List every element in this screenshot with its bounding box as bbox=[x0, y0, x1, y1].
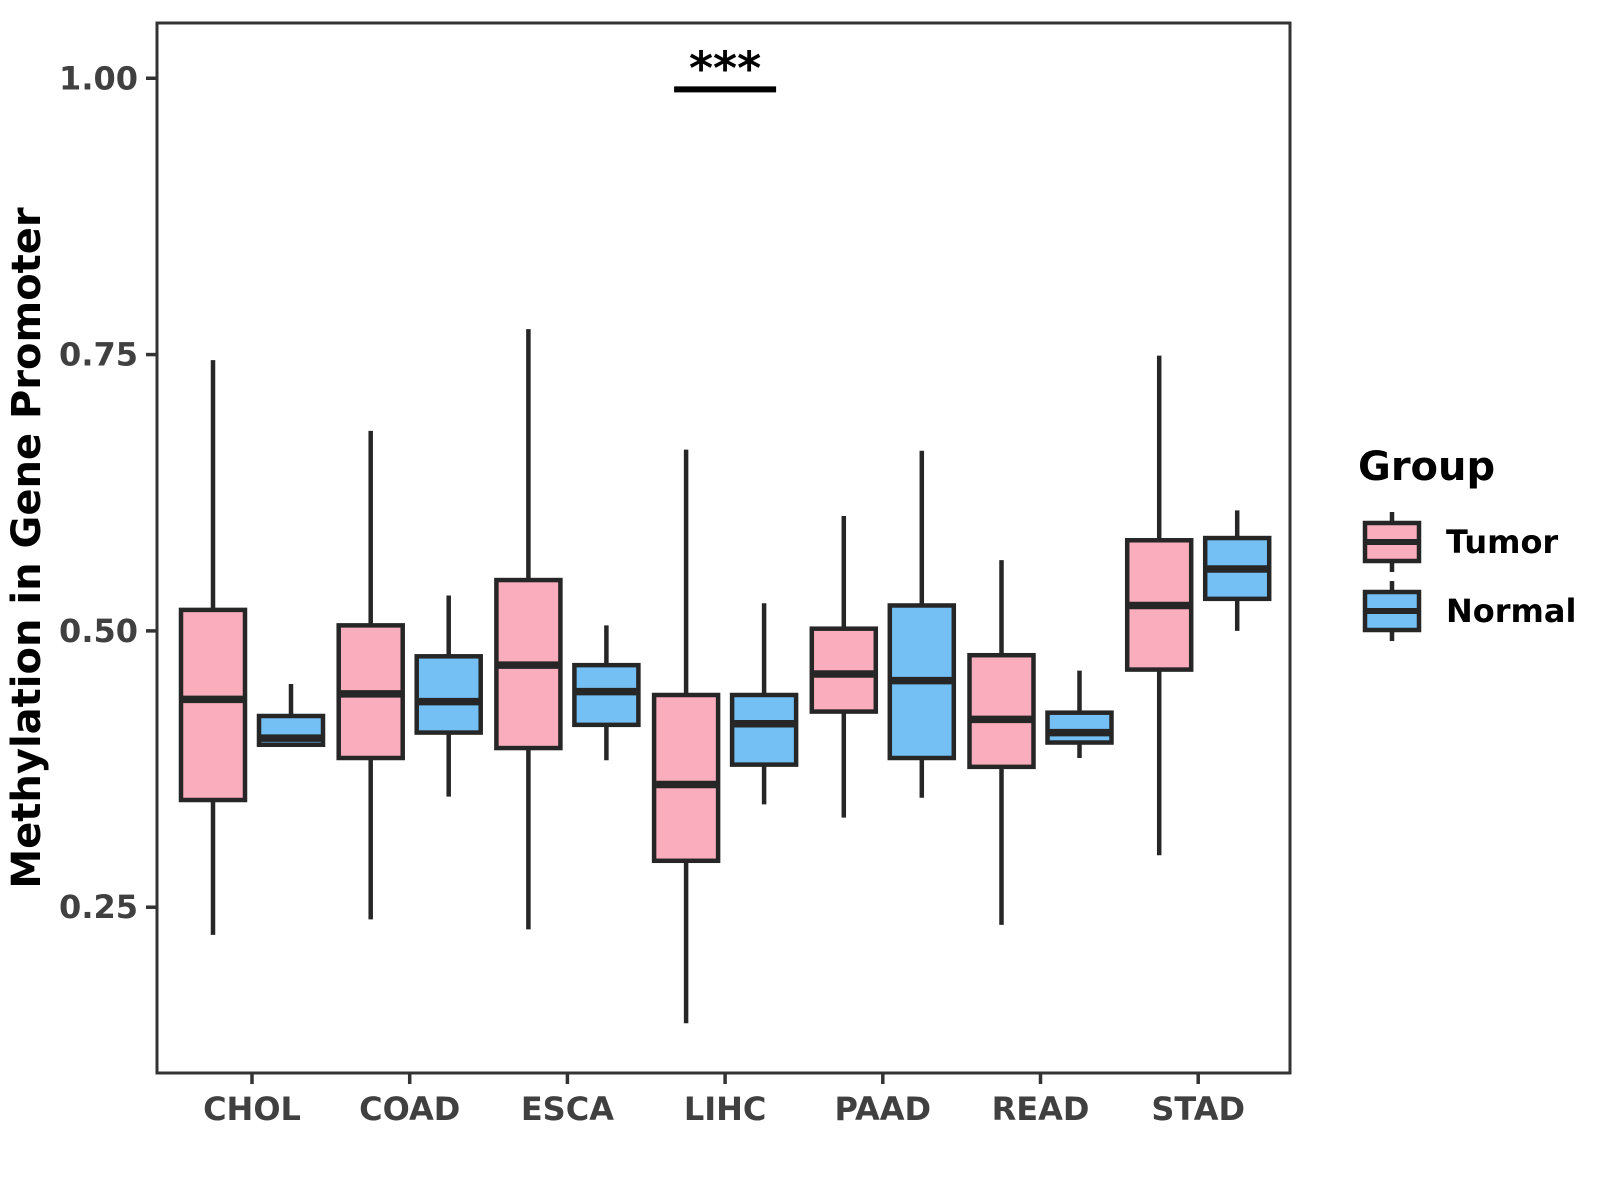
box-normal-chol bbox=[256, 683, 326, 747]
y-axis-title: Methylation in Gene Promoter bbox=[4, 207, 50, 889]
box-tumor-stad bbox=[1124, 355, 1194, 856]
box-tumor-coad bbox=[336, 430, 405, 920]
x-tick-label: LIHC bbox=[684, 1090, 767, 1128]
x-tick-label: STAD bbox=[1151, 1090, 1245, 1128]
x-tick-label: READ bbox=[992, 1090, 1090, 1128]
y-tick-label: 0.75 bbox=[59, 336, 138, 374]
iqr-box bbox=[967, 652, 1036, 770]
significance-stars: *** bbox=[689, 41, 761, 95]
x-axis: CHOL COAD ESCA LIHC PAAD READ STAD bbox=[203, 1073, 1245, 1128]
x-tick-label: ESCA bbox=[521, 1090, 614, 1128]
legend-title: Group bbox=[1358, 444, 1495, 490]
plot-panel-border bbox=[155, 21, 1292, 1075]
box-normal-stad bbox=[1202, 510, 1272, 631]
iqr-box bbox=[1045, 710, 1114, 745]
box-tumor-read bbox=[967, 560, 1036, 925]
box-tumor-lihc bbox=[651, 449, 721, 1024]
box-tumor-chol bbox=[178, 360, 248, 935]
box-normal-paad bbox=[887, 450, 957, 798]
y-axis: 0.25 0.50 0.75 1.00 bbox=[59, 59, 157, 926]
y-tick-label: 1.00 bbox=[59, 59, 138, 97]
legend-key-tumor: Tumor bbox=[1362, 512, 1558, 572]
box-tumor-esca bbox=[494, 329, 563, 930]
iqr-box bbox=[178, 607, 248, 803]
y-tick-label: 0.50 bbox=[59, 612, 138, 650]
box-tumor-paad bbox=[809, 515, 879, 818]
x-tick-label: PAAD bbox=[834, 1090, 931, 1128]
legend-key-normal: Normal bbox=[1362, 581, 1576, 641]
box-normal-esca bbox=[572, 625, 641, 761]
iqr-box bbox=[809, 626, 879, 714]
significance-annotation: *** bbox=[674, 41, 777, 95]
iqr-box bbox=[651, 692, 721, 864]
x-tick-label: COAD bbox=[359, 1090, 460, 1128]
legend-label: Tumor bbox=[1446, 523, 1558, 561]
legend-label: Normal bbox=[1446, 592, 1576, 630]
box-normal-read bbox=[1045, 670, 1114, 758]
box-normal-coad bbox=[414, 595, 483, 797]
legend: Group Tumor Normal bbox=[1358, 444, 1576, 641]
iqr-box bbox=[729, 692, 799, 767]
x-tick-label: CHOL bbox=[203, 1090, 301, 1128]
box-normal-lihc bbox=[729, 603, 799, 805]
boxes bbox=[178, 329, 1272, 1024]
iqr-box bbox=[414, 654, 483, 735]
y-tick-label: 0.25 bbox=[59, 888, 138, 926]
